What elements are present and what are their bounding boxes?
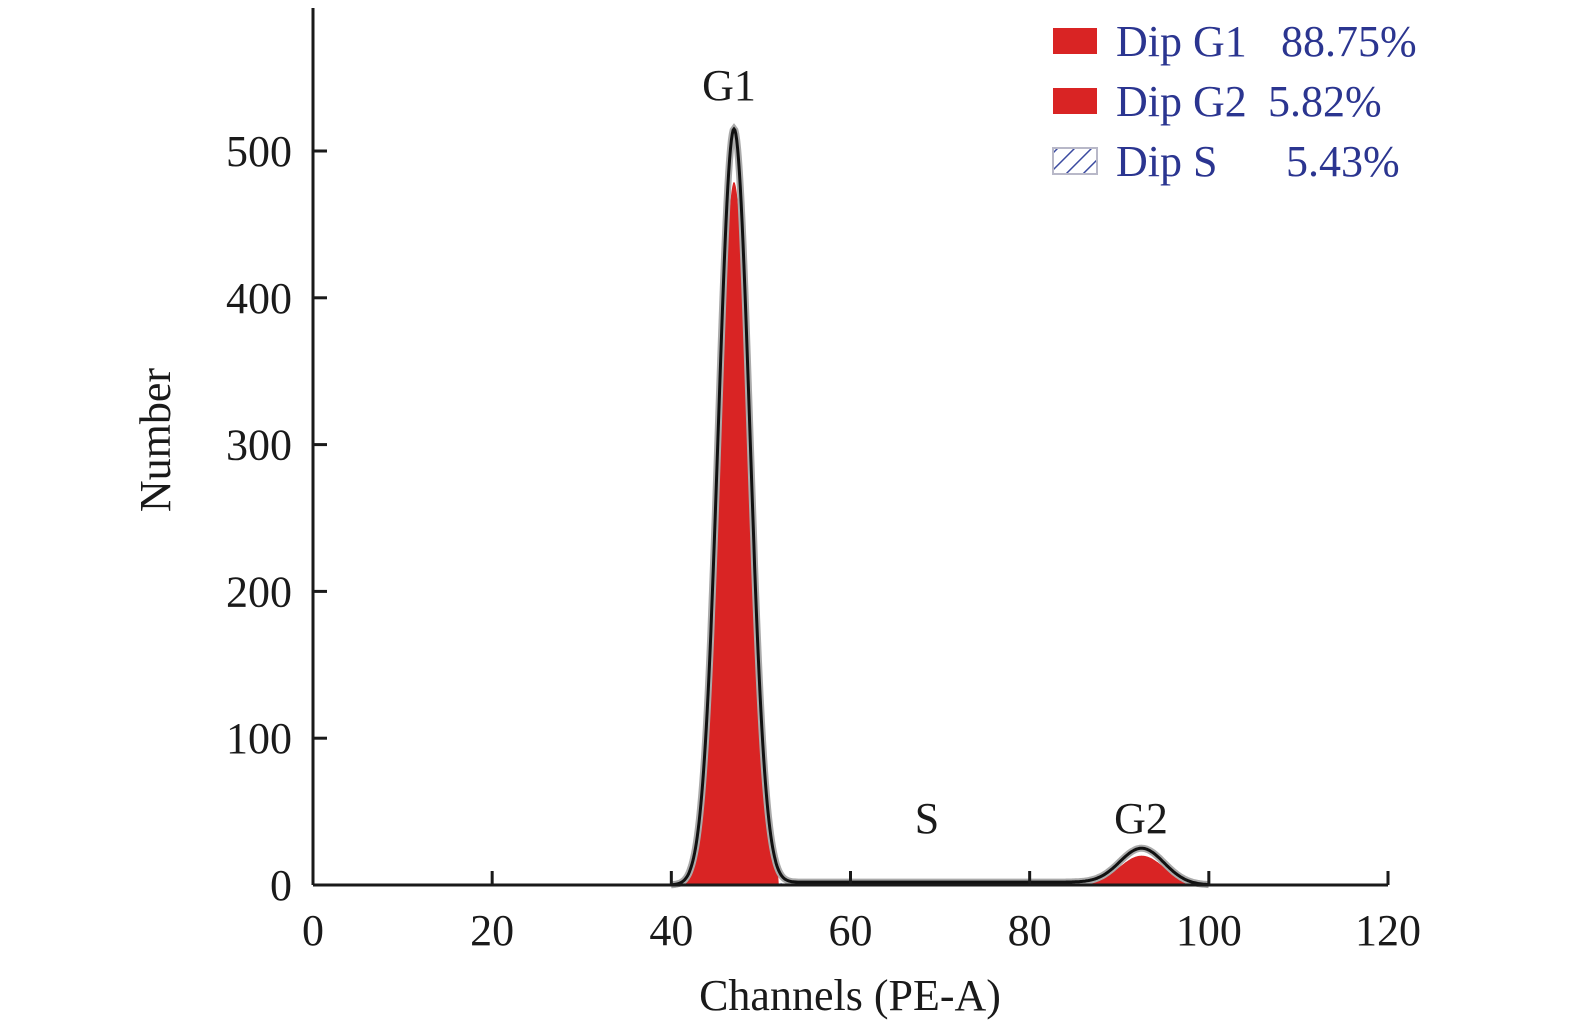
legend-item-g1: Dip G1 88.75% <box>1053 17 1417 66</box>
peak-label-g1: G1 <box>702 61 756 110</box>
x-tick-label-100: 100 <box>1176 906 1242 955</box>
peak-label-g2: G2 <box>1114 794 1168 843</box>
legend-label-g2: Dip G2 <box>1116 77 1247 126</box>
x-tick-label-120: 120 <box>1355 906 1421 955</box>
y-tick-label-300: 300 <box>226 421 292 470</box>
y-tick-label-100: 100 <box>226 714 292 763</box>
legend-item-g2: Dip G2 5.82% <box>1053 77 1382 126</box>
y-tick-label-0: 0 <box>270 861 292 910</box>
legend-label-g1: Dip G1 <box>1116 17 1247 66</box>
peak-label-s: S <box>915 794 939 843</box>
legend-swatch-g1 <box>1053 28 1097 54</box>
x-tick-label-80: 80 <box>1008 906 1052 955</box>
legend-swatch-g2 <box>1053 88 1097 114</box>
y-axis-label: Number <box>131 368 180 513</box>
legend-swatch-s <box>1052 147 1098 175</box>
x-axis-label: Channels (PE-A) <box>699 971 1001 1020</box>
x-tick-label-20: 20 <box>470 906 514 955</box>
fit-envelope-line <box>671 126 1209 887</box>
y-tick-label-500: 500 <box>226 127 292 176</box>
legend-item-s: Dip S 5.43% <box>1052 137 1400 186</box>
y-tick-label-200: 200 <box>226 567 292 616</box>
x-tick-label-40: 40 <box>649 906 693 955</box>
area-dip-g2 <box>1083 855 1200 885</box>
legend-value-g1: 88.75% <box>1281 17 1417 66</box>
y-tick-label-400: 400 <box>226 274 292 323</box>
legend-label-s: Dip S <box>1116 137 1217 186</box>
legend: Dip G1 88.75% Dip G2 5.82% Dip S 5.43% <box>1052 17 1417 186</box>
x-tick-label-60: 60 <box>829 906 873 955</box>
legend-value-s: 5.43% <box>1286 137 1400 186</box>
legend-value-g2: 5.82% <box>1268 77 1382 126</box>
x-tick-label-0: 0 <box>302 906 324 955</box>
